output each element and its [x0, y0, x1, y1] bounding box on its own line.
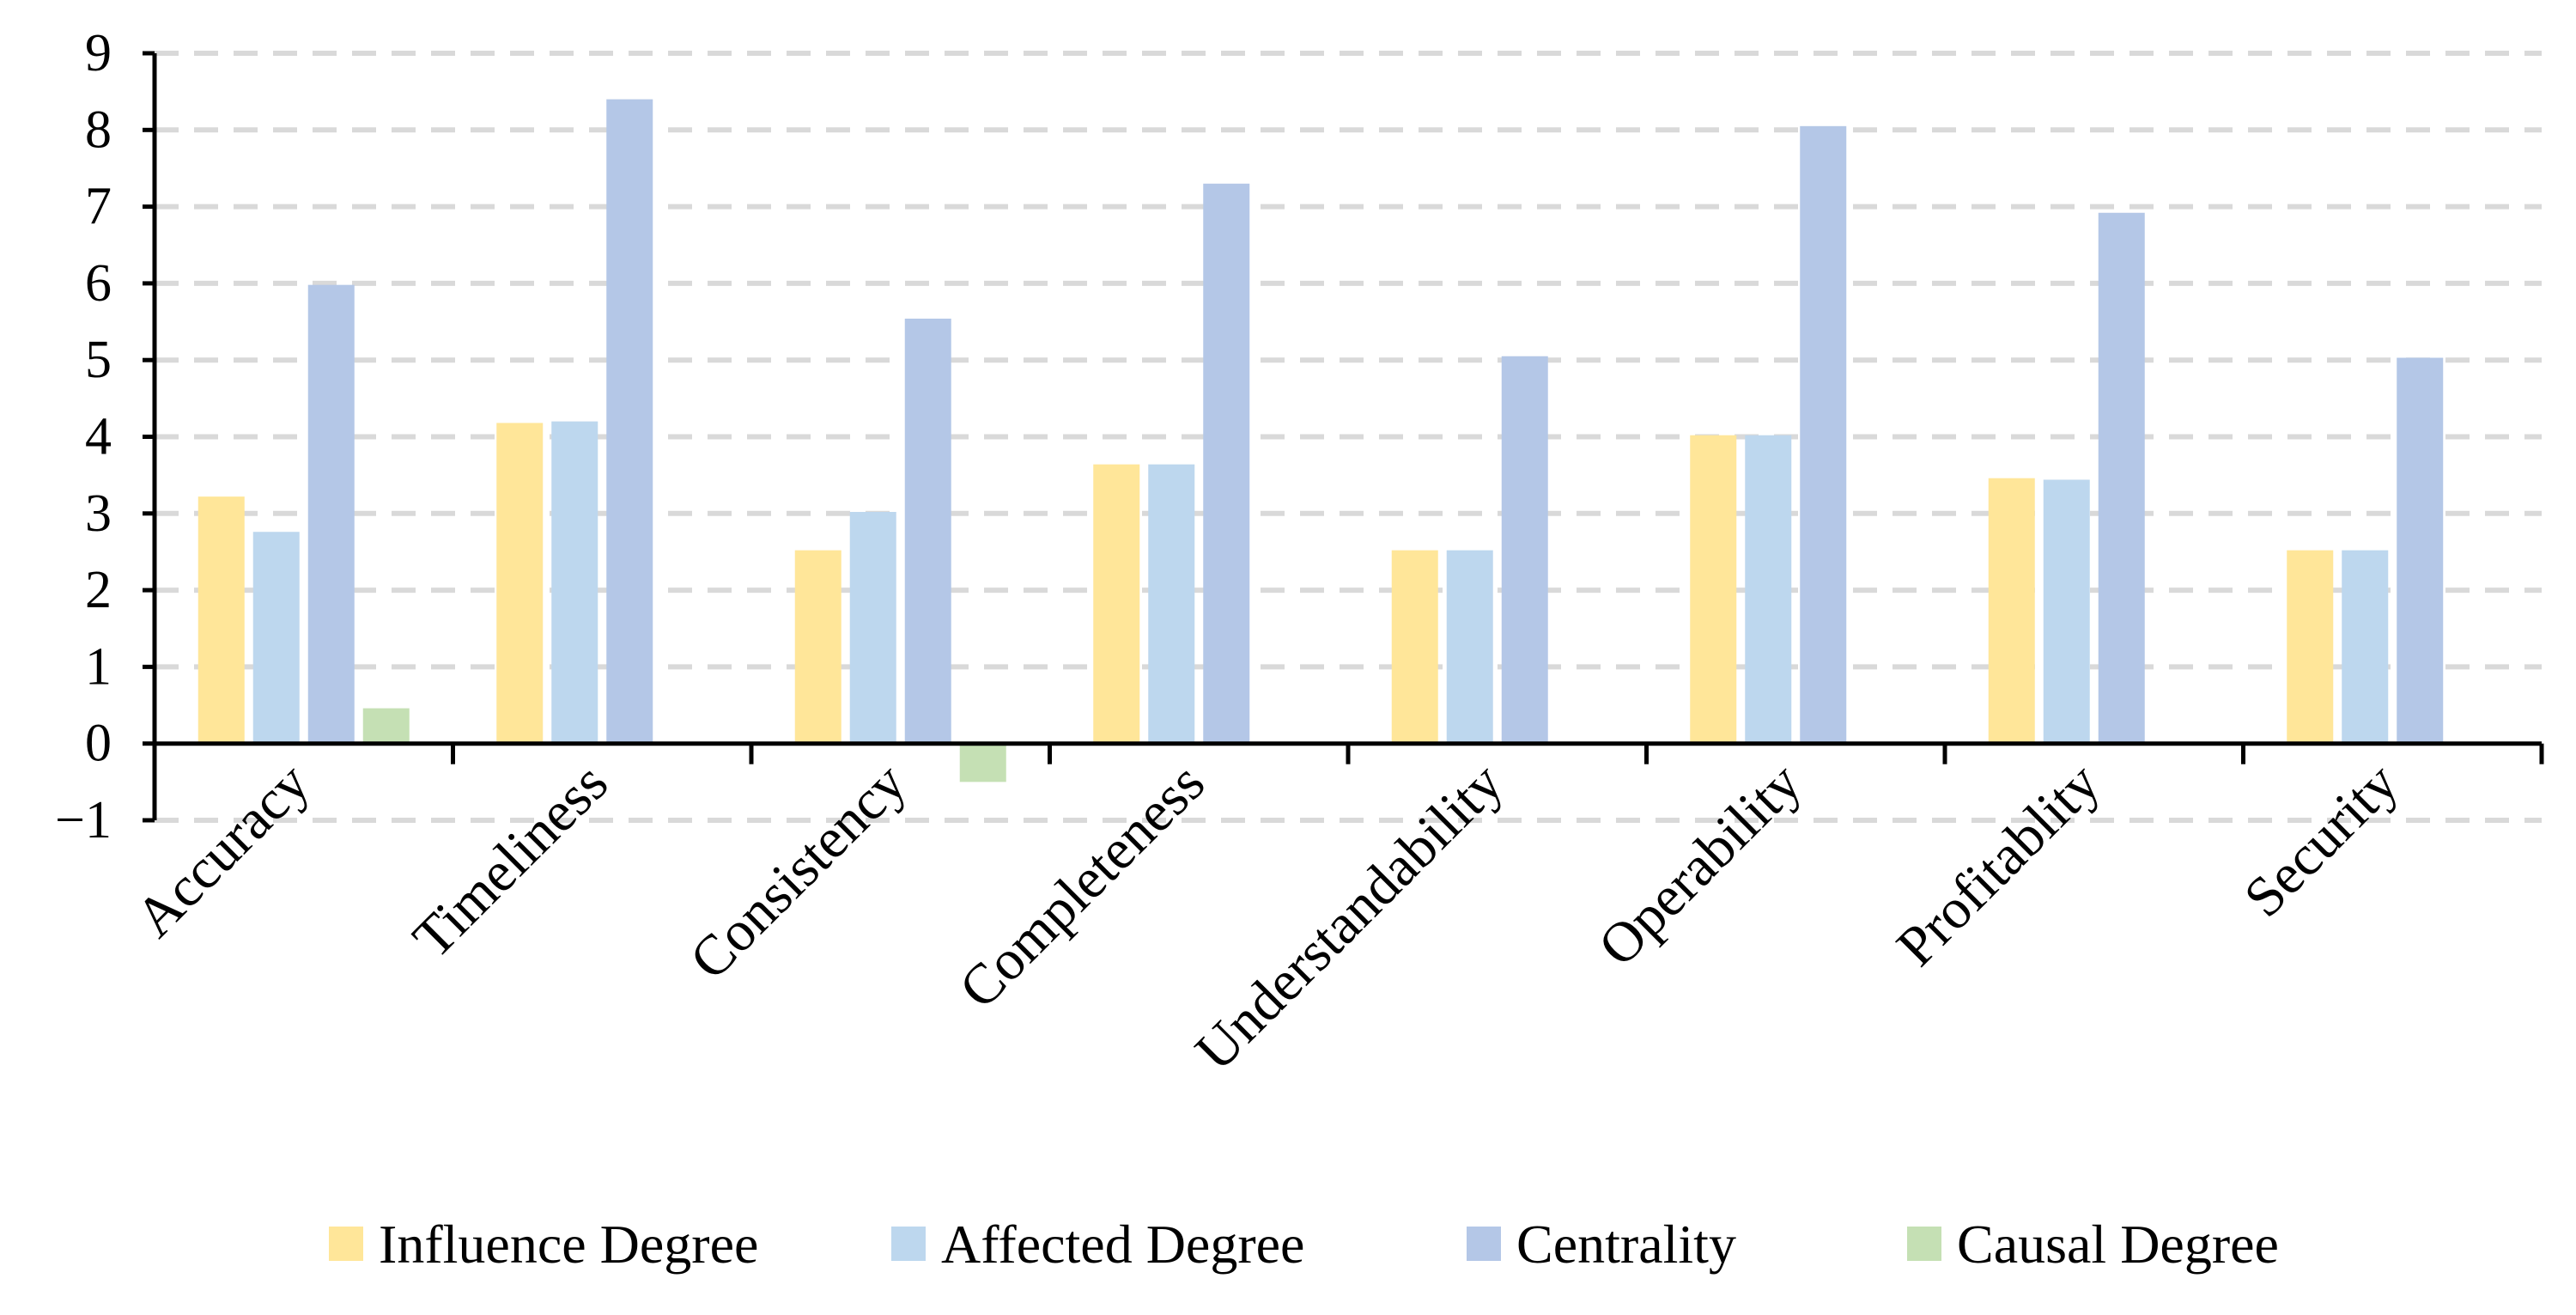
bar-influence-degree-completeness: [1093, 464, 1140, 744]
y-tick-label: 5: [85, 331, 112, 389]
bar-causal-degree-accuracy: [362, 708, 410, 744]
y-tick-label: 2: [85, 561, 112, 619]
bar-affected-degree-completeness: [1148, 464, 1195, 744]
x-tick-label-security: Security: [2233, 752, 2410, 929]
legend: Influence Degree Affected Degree Centralit…: [329, 1214, 2279, 1275]
legend-swatch-causal-degree: [1907, 1227, 1941, 1261]
y-tick-label: −1: [55, 791, 112, 849]
bar-affected-degree-profitablity: [2043, 479, 2090, 744]
y-tick-label: 4: [85, 408, 112, 466]
y-tick-label: 0: [85, 715, 112, 773]
y-tick-label: 7: [85, 178, 112, 236]
x-tick-label-operability: Operability: [1587, 752, 1814, 978]
bar-influence-degree-consistency: [794, 550, 841, 744]
x-tick-labels: Accuracy Timeliness Consistency Completenes…: [124, 752, 2410, 1083]
bars: [197, 99, 2444, 782]
x-tick-label-timeliness: Timeliness: [401, 752, 620, 971]
y-tick-label: 9: [85, 24, 112, 82]
axes: [143, 51, 2544, 823]
x-tick-label-completeness: Completeness: [947, 752, 1216, 1020]
bar-centrality-completeness: [1203, 183, 1250, 744]
bar-affected-degree-security: [2342, 550, 2389, 744]
bar-affected-degree-timeliness: [551, 421, 598, 744]
x-tick-label-understandability: Understandability: [1183, 752, 1515, 1083]
y-tick-label: 1: [85, 637, 112, 696]
y-tick-labels: −1 0 1 2 3 4 5 6 7 8 9: [55, 24, 112, 849]
legend-swatch-centrality: [1467, 1227, 1501, 1261]
legend-swatch-affected-degree: [891, 1227, 926, 1261]
bar-influence-degree-operability: [1690, 435, 1737, 744]
x-tick-label-consistency: Consistency: [678, 752, 919, 992]
bar-affected-degree-understandability: [1446, 550, 1493, 744]
bar-centrality-security: [2397, 357, 2444, 744]
legend-label-causal-degree: Causal Degree: [1957, 1214, 2279, 1275]
legend-label-influence-degree: Influence Degree: [379, 1214, 758, 1275]
bar-influence-degree-profitablity: [1988, 478, 2035, 744]
bar-influence-degree-accuracy: [197, 496, 245, 744]
legend-label-centrality: Centrality: [1516, 1214, 1736, 1275]
bar-centrality-accuracy: [307, 284, 355, 744]
y-tick-label: 8: [85, 100, 112, 159]
y-tick-label: 3: [85, 484, 112, 543]
bar-centrality-profitablity: [2098, 212, 2145, 744]
bar-influence-degree-security: [2287, 550, 2334, 744]
x-tick-label-profitablity: Profitablity: [1885, 752, 2111, 978]
bar-influence-degree-understandability: [1391, 550, 1438, 744]
bar-affected-degree-consistency: [849, 512, 896, 744]
bar-centrality-consistency: [904, 318, 951, 744]
bar-centrality-understandability: [1501, 356, 1548, 744]
legend-swatch-influence-degree: [329, 1227, 363, 1261]
bar-causal-degree-consistency: [959, 743, 1006, 782]
legend-label-affected-degree: Affected Degree: [941, 1214, 1304, 1275]
bar-affected-degree-operability: [1745, 435, 1792, 744]
bar-centrality-operability: [1800, 125, 1847, 744]
y-tick-label: 6: [85, 254, 112, 313]
bar-influence-degree-timeliness: [496, 423, 544, 744]
bar-affected-degree-accuracy: [252, 532, 300, 744]
bar-centrality-timeliness: [606, 99, 653, 744]
